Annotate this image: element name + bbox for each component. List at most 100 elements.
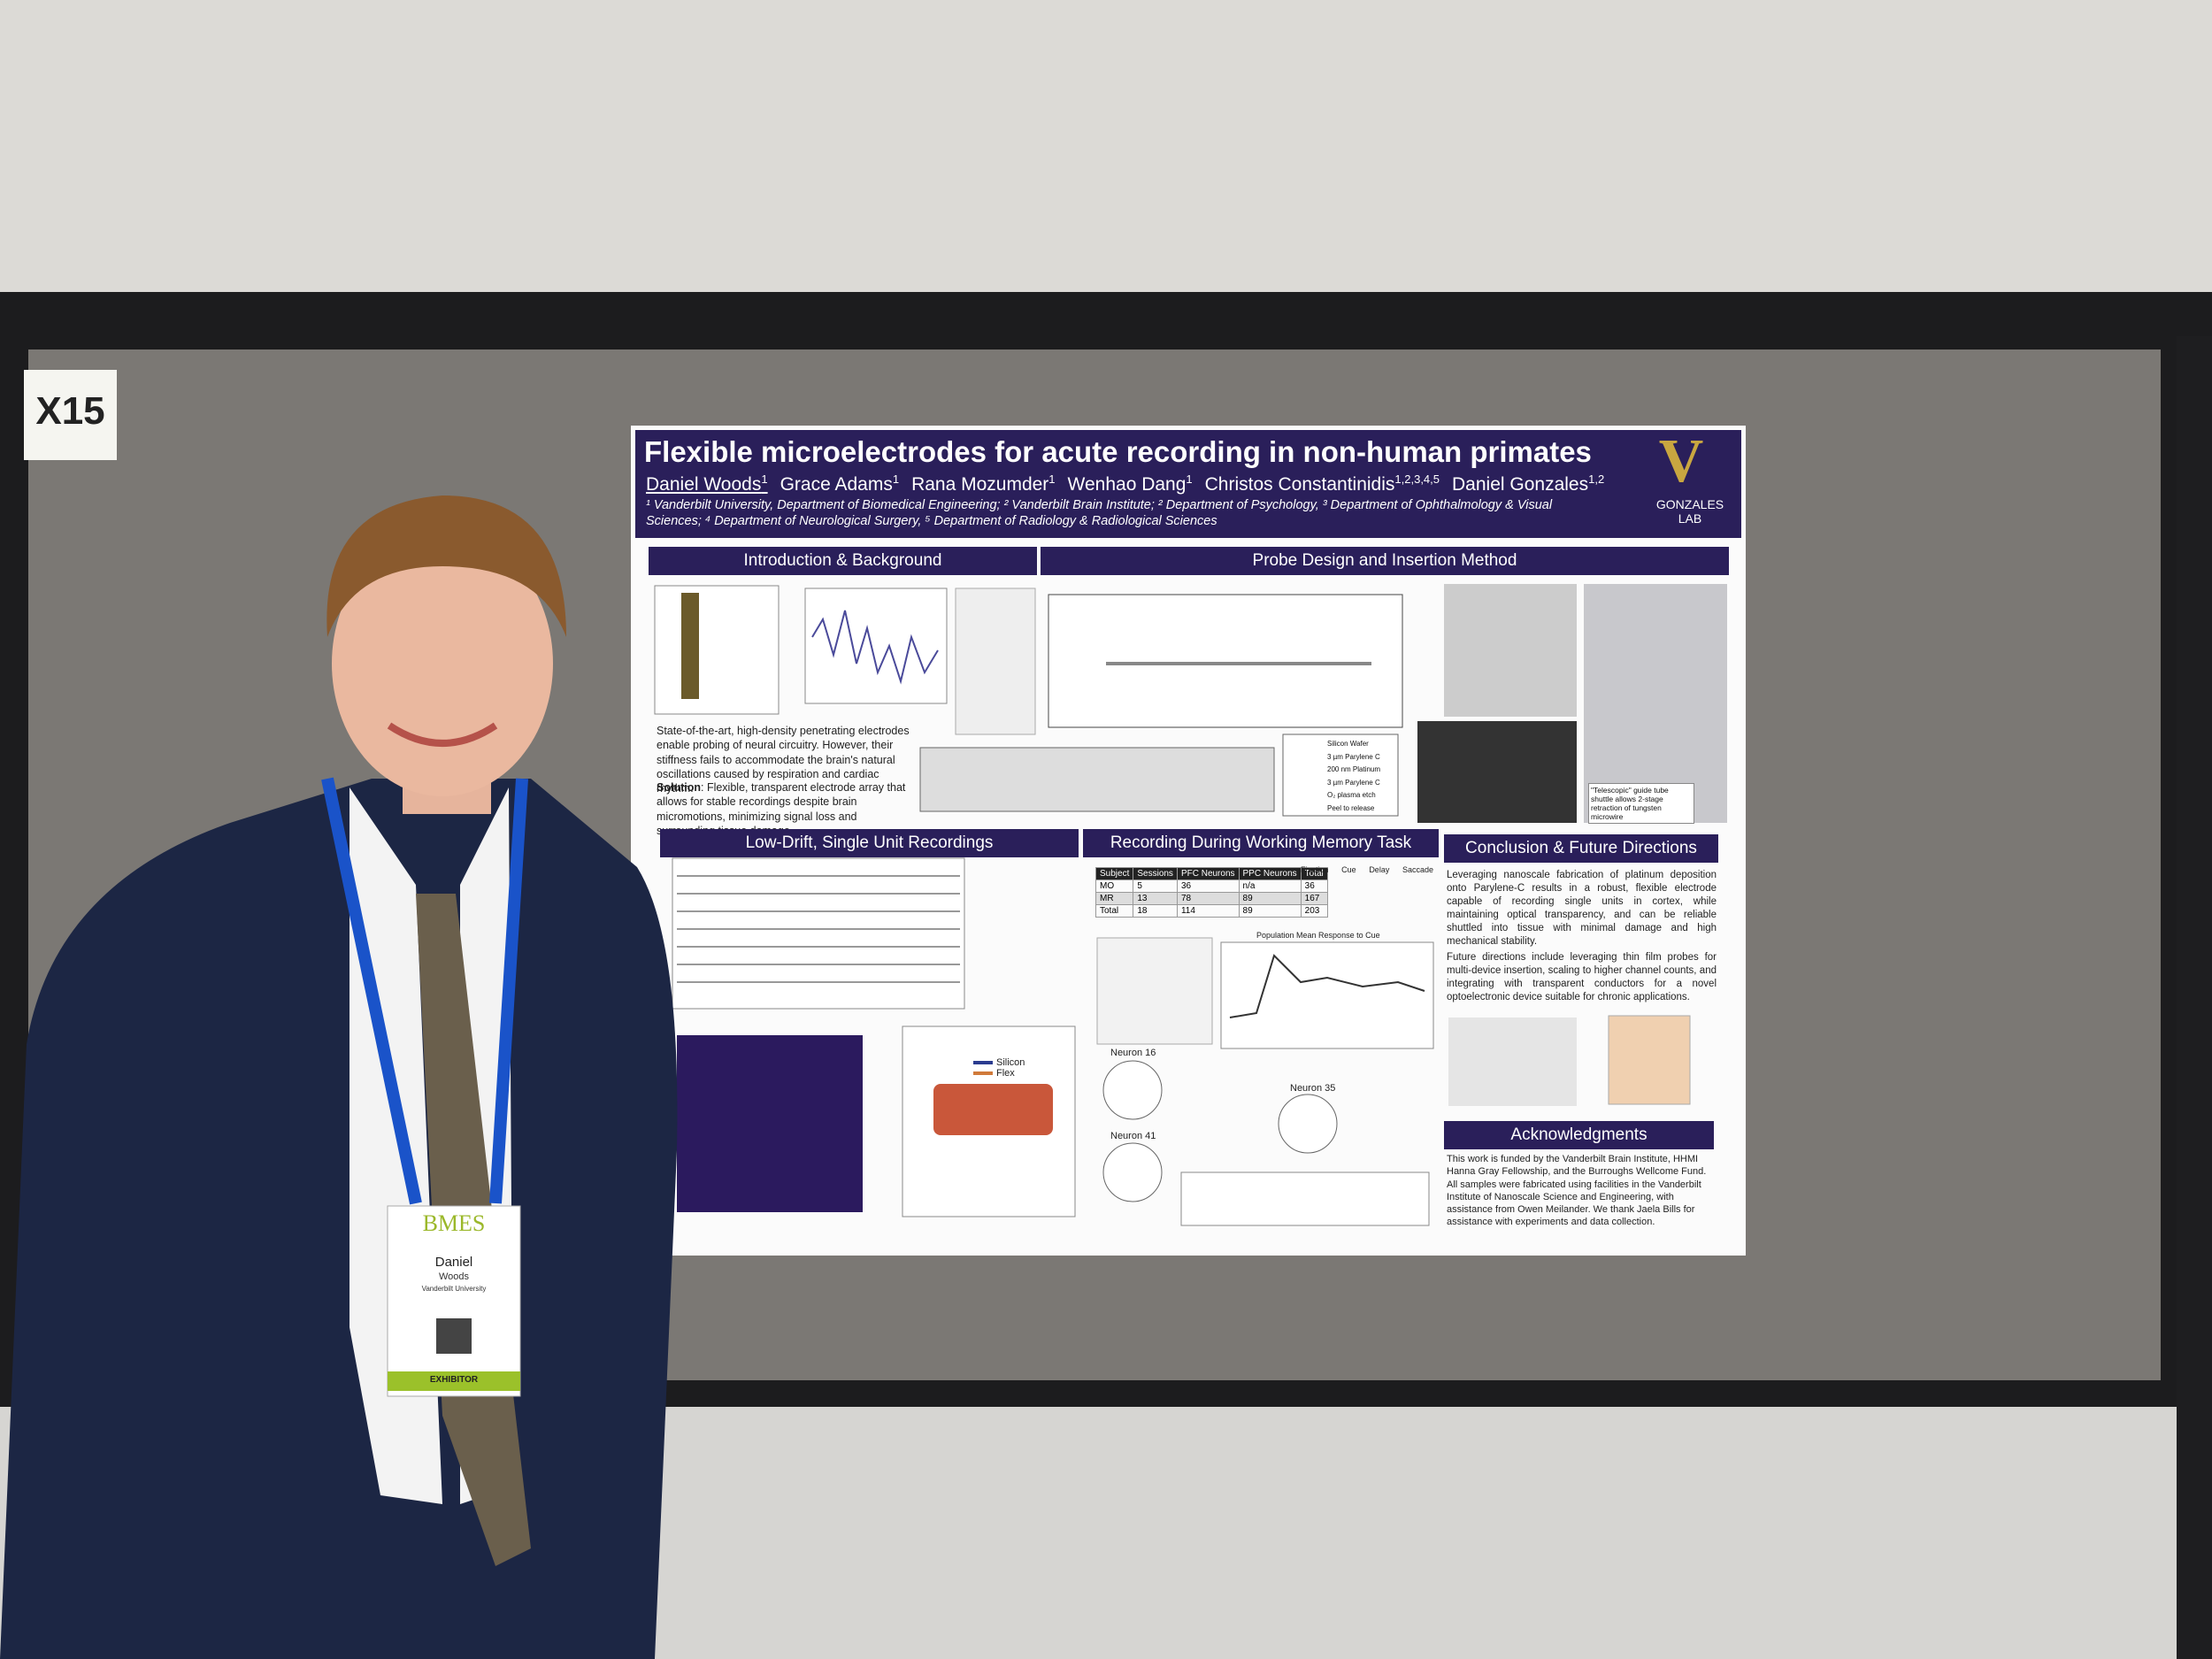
- table-cell: 13: [1133, 892, 1178, 905]
- table-header: Subject: [1094, 867, 1134, 880]
- layer-stack: [1282, 733, 1399, 817]
- author-affiliation: 1: [761, 472, 768, 486]
- layer-label: 3 µm Parylene C: [1327, 778, 1380, 787]
- table-row: MR 13 78 89 167: [1094, 892, 1328, 905]
- badge-strip: [388, 1371, 520, 1391]
- neuron-label: Neuron 41: [1110, 1131, 1156, 1141]
- layer-label: 200 nm Platinum: [1327, 765, 1381, 773]
- table-cell: 89: [1238, 904, 1302, 918]
- poster-header: [635, 430, 1741, 538]
- badge-card: [387, 1205, 521, 1397]
- legend-item: Flex: [973, 1068, 1053, 1079]
- table-cell: 114: [1176, 904, 1240, 918]
- ruler-figure: [1048, 594, 1403, 728]
- drive-photo: [1444, 584, 1577, 717]
- probe-photo: [654, 585, 780, 715]
- author-name: Wenhao Dang: [1067, 474, 1187, 495]
- face: [332, 531, 553, 796]
- task-label: Fixation: [1301, 865, 1329, 874]
- badge-last: Woods: [438, 1271, 470, 1282]
- author: Rana Mozumder1: [911, 472, 1055, 495]
- badge-school: Vanderbilt University: [421, 1285, 487, 1293]
- affiliations: ¹ Vanderbilt University, Department of B…: [646, 498, 1553, 529]
- task-label: Cue: [1341, 865, 1356, 874]
- legend: Silicon Flex: [973, 1057, 1053, 1079]
- author-affiliation: 1: [1186, 472, 1193, 486]
- plot-title: Population Mean Response to Cue: [1256, 931, 1380, 940]
- sign-card: [24, 370, 117, 460]
- table-row: Total 18 114 89 203: [1094, 904, 1328, 918]
- layer-label: Peel to release: [1327, 803, 1375, 812]
- author: Grace Adams1: [780, 472, 899, 495]
- displacement-plot: [804, 588, 948, 704]
- lab-name: GONZALES LAB: [1655, 497, 1724, 526]
- table-row: MO 5 36 n/a 36: [1094, 879, 1328, 893]
- badge-org: BMES: [422, 1210, 486, 1236]
- probe-outline: [919, 747, 1275, 812]
- brain-diagram: [1096, 937, 1213, 1045]
- intro-text: State-of-the-art, high-density penetrati…: [657, 725, 910, 795]
- raw-traces: [672, 857, 965, 1010]
- layer-diagram: [955, 588, 1036, 735]
- poster-title: Flexible microelectrodes for acute recor…: [644, 435, 1592, 468]
- badge-first: Daniel: [434, 1255, 473, 1270]
- legend-swatch: [973, 1071, 993, 1076]
- neuron-label: Neuron 35: [1290, 1083, 1336, 1094]
- table-cell: 78: [1176, 892, 1240, 905]
- author: Daniel Gonzales1,2: [1452, 472, 1605, 495]
- lanyard: [321, 777, 528, 1205]
- layer-label: Silicon Wafer: [1327, 740, 1369, 748]
- table-cell: 5: [1133, 879, 1178, 893]
- author: Christos Constantinidis1,2,3,4,5: [1204, 472, 1440, 495]
- author-name: Grace Adams: [780, 474, 893, 495]
- author-affiliation: 1,2: [1588, 472, 1605, 486]
- probe-caption: "Telescopic" guide tube shuttle allows 2…: [1588, 783, 1694, 824]
- table-cell: MR: [1094, 892, 1134, 905]
- drift-plot: [1180, 1171, 1430, 1226]
- table-cell: 89: [1238, 892, 1302, 905]
- table-cell: MO: [1094, 879, 1134, 893]
- layer-label: O₂ plasma etch: [1327, 791, 1376, 799]
- solution-label: Solution: [657, 781, 701, 794]
- legend-label: Flex: [996, 1068, 1015, 1079]
- probe-shape: [681, 593, 699, 699]
- layer-list: Silicon Wafer 3 µm Parylene C 200 nm Plati…: [1327, 738, 1398, 815]
- table-cell: 36: [1300, 879, 1328, 893]
- conclusion-p1: Leveraging nanoscale fabrication of plat…: [1447, 870, 1717, 947]
- author: Wenhao Dang1: [1067, 472, 1193, 495]
- task-labels: Fixation Cue Delay Saccade: [1301, 865, 1433, 874]
- logo: V: [1658, 427, 1704, 495]
- response-plot: [1220, 941, 1434, 1049]
- layer-label: 3 µm Parylene C: [1327, 752, 1380, 761]
- table-header: Sessions: [1133, 867, 1178, 880]
- task-label: Saccade: [1402, 865, 1433, 874]
- table-cell: Total: [1094, 904, 1134, 918]
- microwire-photo: [1417, 721, 1577, 823]
- section-heading: Conclusion & Future Directions: [1444, 834, 1718, 863]
- section-heading: Probe Design and Insertion Method: [1041, 547, 1729, 575]
- legend-swatch: [973, 1061, 993, 1065]
- author: Daniel Woods1: [646, 472, 768, 495]
- author-affiliation: 1,2,3,4,5: [1394, 472, 1440, 486]
- neuron-label: Neuron 16: [1110, 1048, 1156, 1058]
- author-name: Christos Constantinidis: [1204, 474, 1395, 495]
- sign-text: X15: [35, 389, 105, 433]
- table: Subject Sessions PFC Neurons PPC Neurons Tot…: [1094, 867, 1328, 918]
- trace-lines: [677, 875, 960, 983]
- conclusion-p2: Future directions include leveraging thi…: [1447, 952, 1717, 1002]
- brain-image: [1448, 1018, 1577, 1106]
- legend-label: Silicon: [996, 1057, 1025, 1068]
- data-table: Subject Sessions PFC Neurons PPC Neurons Tot…: [1094, 867, 1328, 918]
- badge-role: EXHIBITOR: [429, 1375, 479, 1385]
- drift-heatmap: [677, 1035, 863, 1212]
- authors: Daniel Woods1 Grace Adams1 Rana Mozumder1 W…: [646, 472, 1708, 495]
- smile: [387, 722, 498, 747]
- table-cell: n/a: [1238, 879, 1302, 893]
- tissue-image: [1608, 1015, 1691, 1105]
- stats-box: [933, 1084, 1053, 1135]
- author-name: Daniel Woods: [646, 474, 762, 495]
- table-header: PFC Neurons: [1176, 867, 1240, 880]
- table-cell: 167: [1300, 892, 1328, 905]
- ack-text: This work is funded by the Vanderbilt Br…: [1447, 1154, 1707, 1228]
